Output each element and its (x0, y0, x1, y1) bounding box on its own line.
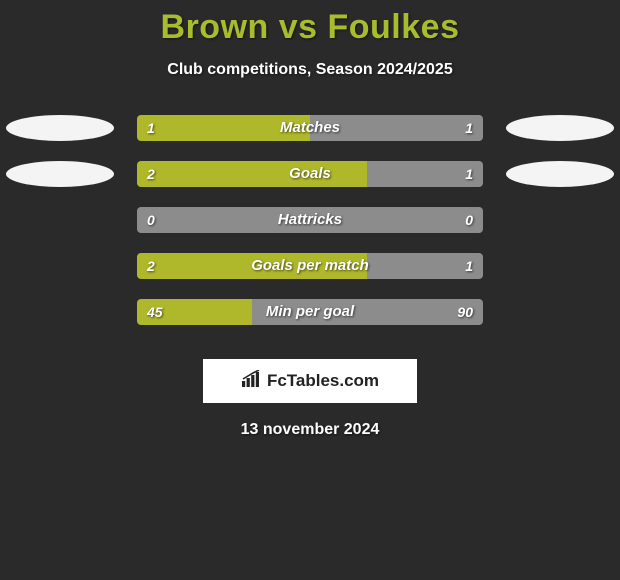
stat-bar: 11Matches (137, 115, 483, 141)
comparison-infographic: Brown vs Foulkes Club competitions, Seas… (0, 0, 620, 580)
stat-row: 4590Min per goal (0, 299, 620, 345)
left-ellipse (6, 161, 114, 187)
stat-row: 21Goals (0, 161, 620, 207)
logo-text: FcTables.com (267, 371, 379, 391)
stat-row: 21Goals per match (0, 253, 620, 299)
stat-row: 11Matches (0, 115, 620, 161)
left-ellipse (6, 115, 114, 141)
stat-label: Goals (137, 161, 483, 187)
stat-bar: 4590Min per goal (137, 299, 483, 325)
stat-rows: 11Matches 21Goals 00Hattricks 21Goals per m… (0, 115, 620, 345)
right-ellipse (506, 161, 614, 187)
stat-row: 00Hattricks (0, 207, 620, 253)
date-text: 13 november 2024 (0, 421, 620, 439)
logo: FcTables.com (241, 370, 379, 393)
stat-bar: 00Hattricks (137, 207, 483, 233)
right-ellipse (506, 115, 614, 141)
stat-bar: 21Goals per match (137, 253, 483, 279)
stat-bar: 21Goals (137, 161, 483, 187)
stat-label: Matches (137, 115, 483, 141)
chart-icon (241, 370, 263, 393)
stat-label: Hattricks (137, 207, 483, 233)
page-subtitle: Club competitions, Season 2024/2025 (0, 61, 620, 79)
logo-box: FcTables.com (203, 359, 417, 403)
stat-label: Min per goal (137, 299, 483, 325)
page-title: Brown vs Foulkes (0, 0, 620, 47)
stat-label: Goals per match (137, 253, 483, 279)
